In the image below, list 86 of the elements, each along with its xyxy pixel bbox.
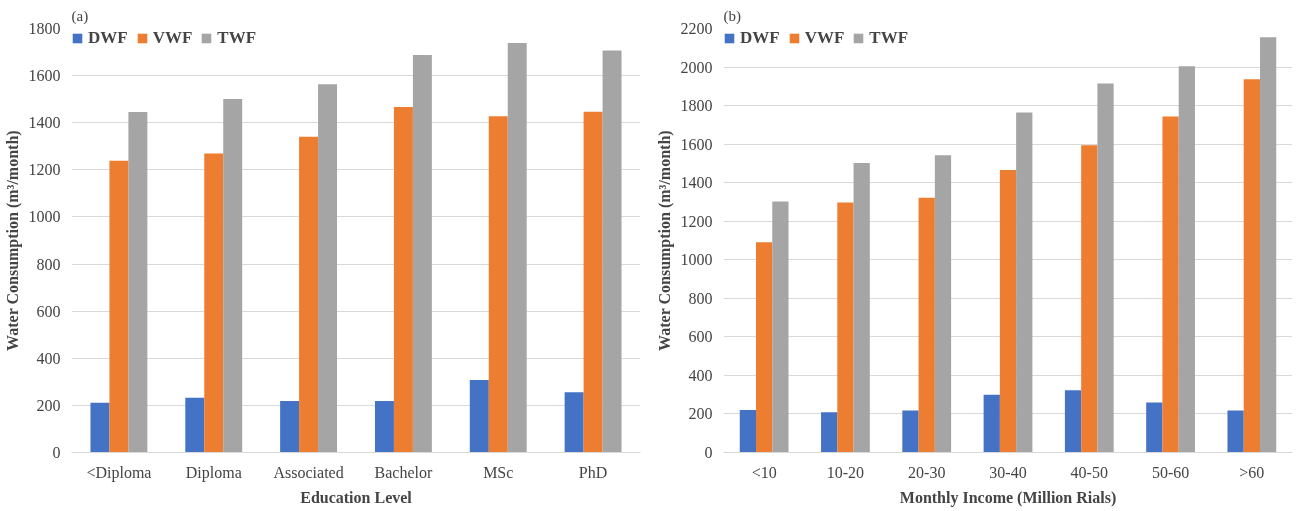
bar bbox=[739, 410, 757, 453]
y-tick-label: 1400 bbox=[680, 174, 713, 192]
y-tick-label: 400 bbox=[688, 366, 713, 384]
legend-label: VWF bbox=[152, 28, 193, 48]
bar bbox=[1178, 66, 1195, 453]
x-tick-label: PhD bbox=[578, 463, 608, 481]
x-tick-label: Associated bbox=[273, 463, 344, 481]
x-tick-label: 10-20 bbox=[826, 463, 865, 481]
bar bbox=[1146, 402, 1163, 453]
bar bbox=[1259, 37, 1277, 453]
bar bbox=[280, 400, 300, 453]
y-axis-title: Water Consumption (m³/month) bbox=[655, 130, 674, 351]
y-tick-label: 2000 bbox=[680, 58, 713, 76]
legend-label: TWF bbox=[217, 28, 257, 48]
x-tick-label: Bachelor bbox=[374, 463, 433, 481]
bar bbox=[1081, 145, 1098, 453]
bar bbox=[902, 410, 919, 453]
bar bbox=[469, 379, 489, 453]
x-tick-label: 20-30 bbox=[908, 463, 946, 481]
y-tick-label: 200 bbox=[36, 396, 61, 414]
bar bbox=[1064, 390, 1082, 453]
bar bbox=[223, 98, 243, 453]
bar bbox=[393, 106, 413, 453]
bar bbox=[602, 50, 622, 453]
bar bbox=[772, 201, 789, 453]
y-tick-label: 600 bbox=[36, 302, 61, 320]
bar bbox=[756, 242, 773, 453]
bar bbox=[204, 153, 224, 453]
bar bbox=[934, 155, 952, 453]
bar bbox=[1243, 79, 1260, 453]
y-axis-title: Water Consumption (m³/month) bbox=[3, 130, 22, 351]
bar bbox=[837, 202, 854, 453]
bar bbox=[185, 397, 205, 453]
bar bbox=[299, 136, 319, 453]
y-tick-label: 600 bbox=[688, 328, 713, 346]
bar bbox=[1227, 410, 1244, 453]
x-tick-label: <10 bbox=[751, 463, 777, 481]
x-tick-label: 40-50 bbox=[1070, 463, 1108, 481]
x-tick-label: <Diploma bbox=[86, 463, 152, 482]
bar bbox=[999, 169, 1017, 453]
x-tick-label: MSc bbox=[483, 463, 514, 481]
y-tick-label: 2200 bbox=[680, 20, 713, 37]
bar bbox=[374, 400, 394, 453]
bar bbox=[583, 111, 603, 453]
y-tick-label: 1400 bbox=[28, 114, 61, 132]
bar bbox=[564, 392, 584, 453]
bar bbox=[488, 116, 508, 453]
y-tick-label: 1000 bbox=[680, 251, 713, 269]
y-tick-label: 1800 bbox=[28, 20, 61, 37]
legend-label: VWF bbox=[804, 28, 845, 48]
legend-label: TWF bbox=[869, 28, 909, 48]
bar bbox=[412, 54, 432, 453]
bar bbox=[1016, 112, 1033, 453]
y-tick-label: 0 bbox=[704, 444, 713, 461]
y-tick-label: 1600 bbox=[28, 67, 61, 85]
y-tick-label: 200 bbox=[688, 405, 713, 423]
bar bbox=[1162, 116, 1179, 453]
y-tick-label: 1200 bbox=[680, 212, 713, 230]
chart-title: (b) bbox=[723, 7, 741, 25]
y-tick-label: 400 bbox=[36, 349, 61, 367]
bar bbox=[90, 402, 110, 453]
x-tick-label: >60 bbox=[1239, 463, 1265, 481]
legend-label: DWF bbox=[88, 28, 128, 48]
chart-title: (a) bbox=[71, 7, 89, 25]
x-axis-title: Monthly Income (Million Rials) bbox=[899, 488, 1117, 507]
legend-label: DWF bbox=[740, 28, 780, 48]
bar bbox=[1097, 83, 1114, 453]
bar bbox=[983, 394, 1000, 453]
bar bbox=[109, 160, 129, 453]
y-tick-label: 1200 bbox=[28, 161, 61, 179]
y-tick-label: 1000 bbox=[28, 208, 61, 226]
bar bbox=[821, 412, 838, 453]
bar bbox=[128, 112, 148, 453]
x-tick-label: 30-40 bbox=[989, 463, 1027, 481]
y-tick-label: 0 bbox=[52, 444, 61, 461]
y-tick-label: 1800 bbox=[680, 97, 713, 115]
x-tick-label: Diploma bbox=[185, 463, 242, 482]
y-tick-label: 1600 bbox=[680, 135, 713, 153]
y-tick-label: 800 bbox=[688, 289, 713, 307]
bar bbox=[918, 197, 935, 453]
bar bbox=[318, 84, 338, 453]
x-tick-label: 50-60 bbox=[1151, 463, 1190, 481]
x-axis-title: Education Level bbox=[300, 488, 413, 506]
bar bbox=[507, 43, 527, 453]
y-tick-label: 800 bbox=[36, 255, 61, 273]
bar bbox=[853, 163, 870, 453]
